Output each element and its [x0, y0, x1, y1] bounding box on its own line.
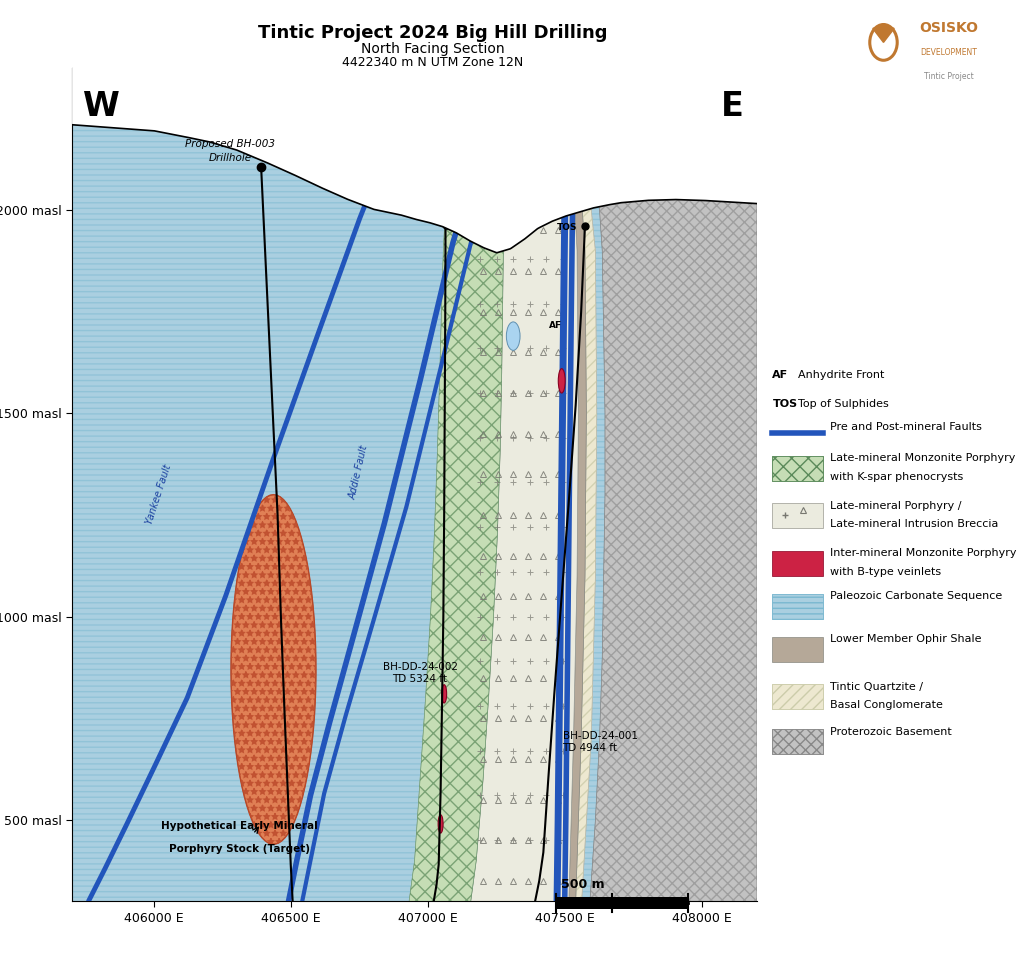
Ellipse shape [558, 368, 565, 393]
FancyBboxPatch shape [772, 550, 823, 576]
Text: Anhydrite Front: Anhydrite Front [797, 370, 884, 380]
Polygon shape [409, 68, 516, 901]
FancyBboxPatch shape [772, 730, 823, 754]
Text: North Facing Section: North Facing Section [360, 42, 505, 55]
Text: Porphyry Stock (Target): Porphyry Stock (Target) [169, 844, 310, 855]
Text: Basal Conglomerate: Basal Conglomerate [830, 700, 943, 710]
FancyBboxPatch shape [772, 637, 823, 662]
Text: OSISKO: OSISKO [920, 21, 978, 36]
FancyBboxPatch shape [772, 594, 823, 618]
Text: Hypothetical Early Mineral: Hypothetical Early Mineral [161, 821, 317, 830]
Text: with B-type veinlets: with B-type veinlets [830, 567, 941, 577]
Text: TOS: TOS [556, 223, 577, 232]
Text: AF: AF [772, 370, 789, 380]
Text: DEVELOPMENT: DEVELOPMENT [921, 47, 977, 57]
Text: Top of Sulphides: Top of Sulphides [797, 399, 889, 409]
Text: Drillhole: Drillhole [209, 153, 252, 164]
Ellipse shape [438, 815, 443, 833]
Polygon shape [231, 494, 316, 844]
Text: W: W [83, 90, 119, 123]
Text: TOS: TOS [772, 399, 797, 409]
Text: 500 m: 500 m [561, 879, 605, 891]
Text: BH-DD-24-001
TD 4944 ft: BH-DD-24-001 TD 4944 ft [562, 732, 638, 753]
Text: Proposed BH-003: Proposed BH-003 [185, 140, 275, 149]
Polygon shape [72, 68, 757, 253]
Text: Pre and Post-mineral Faults: Pre and Post-mineral Faults [830, 422, 983, 432]
FancyBboxPatch shape [772, 503, 823, 528]
Text: Lower Member Ophir Shale: Lower Member Ophir Shale [830, 635, 982, 644]
Polygon shape [872, 24, 894, 43]
Polygon shape [576, 129, 757, 901]
Ellipse shape [507, 322, 520, 351]
Polygon shape [471, 105, 579, 901]
Text: Addie Fault: Addie Fault [347, 445, 370, 501]
Text: 4422340 m N UTM Zone 12N: 4422340 m N UTM Zone 12N [342, 56, 523, 69]
Text: Proterozoic Basement: Proterozoic Basement [830, 727, 952, 737]
FancyBboxPatch shape [772, 455, 823, 481]
Text: Yankee Fault: Yankee Fault [144, 463, 173, 525]
Polygon shape [565, 129, 586, 901]
Ellipse shape [442, 685, 447, 703]
Text: Inter-mineral Monzonite Porphyry: Inter-mineral Monzonite Porphyry [830, 548, 1017, 558]
Text: with K-spar phenocrysts: with K-spar phenocrysts [830, 472, 964, 482]
Polygon shape [72, 125, 757, 901]
Text: Paleozoic Carbonate Sequence: Paleozoic Carbonate Sequence [830, 591, 1002, 602]
Text: Tintic Project: Tintic Project [924, 72, 974, 80]
Text: AF: AF [549, 321, 562, 330]
Text: Late-mineral Monzonite Porphyry: Late-mineral Monzonite Porphyry [830, 453, 1016, 463]
Polygon shape [571, 129, 596, 901]
FancyBboxPatch shape [772, 684, 823, 709]
Text: Late-mineral Porphyry /: Late-mineral Porphyry / [830, 501, 962, 511]
Text: Tintic Quartzite /: Tintic Quartzite / [830, 682, 924, 692]
Text: BH-DD-24-002
TD 5324 ft: BH-DD-24-002 TD 5324 ft [382, 662, 457, 684]
Text: Late-mineral Intrusion Breccia: Late-mineral Intrusion Breccia [830, 519, 999, 529]
Text: Tintic Project 2024 Big Hill Drilling: Tintic Project 2024 Big Hill Drilling [258, 24, 608, 43]
Text: E: E [720, 90, 744, 123]
